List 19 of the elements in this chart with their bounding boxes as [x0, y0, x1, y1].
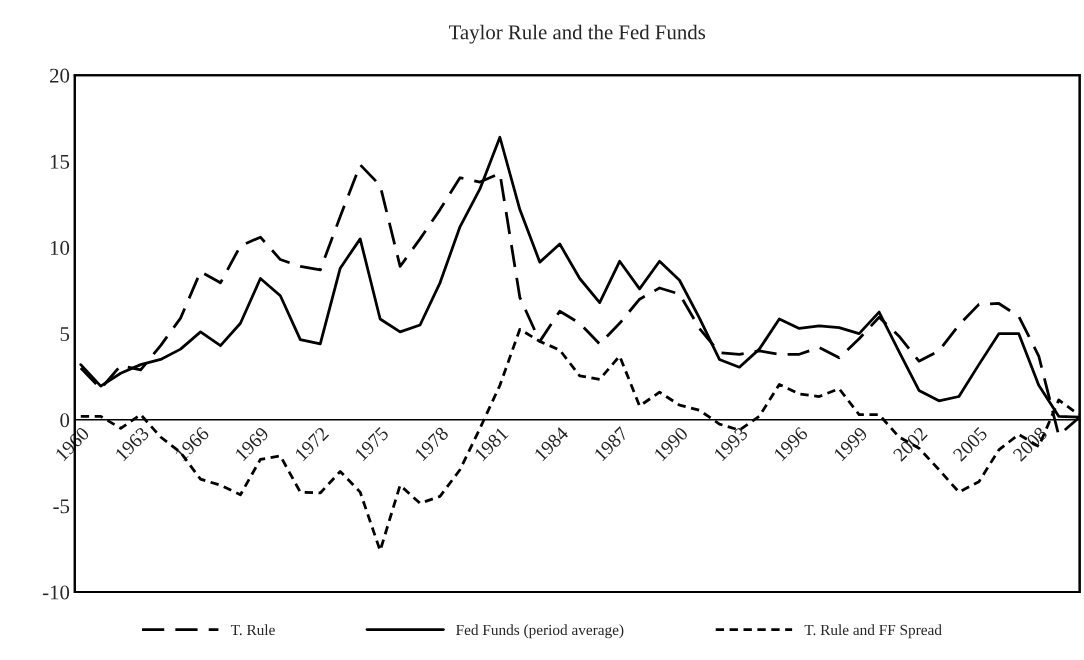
x-tick-label: 1993: [713, 426, 749, 462]
y-tick-label: 10: [50, 240, 70, 255]
y-tick-label: 15: [50, 154, 70, 169]
x-tick-label: 1960: [54, 426, 90, 462]
legend-label: T. Rule and FF Spread: [804, 624, 942, 639]
y-tick-label: -5: [53, 499, 70, 514]
chart-title: Taylor Rule and the Fed Funds: [449, 24, 706, 44]
x-tick-label: 1999: [833, 426, 869, 462]
y-tick-label: 20: [50, 68, 70, 83]
legend-label: T. Rule: [230, 624, 275, 636]
y-tick-label: 0: [60, 413, 70, 428]
legend-label: Fed Funds (period average): [456, 624, 624, 639]
x-tick-label: 1981: [474, 426, 509, 462]
y-tick-label: 5: [60, 327, 70, 342]
x-tick-label: 1963: [114, 426, 150, 462]
x-tick-label: 1972: [294, 426, 330, 462]
x-tick-label: 1990: [653, 426, 689, 462]
x-tick-label: 1969: [234, 426, 270, 462]
y-tick-label: -10: [42, 585, 70, 600]
